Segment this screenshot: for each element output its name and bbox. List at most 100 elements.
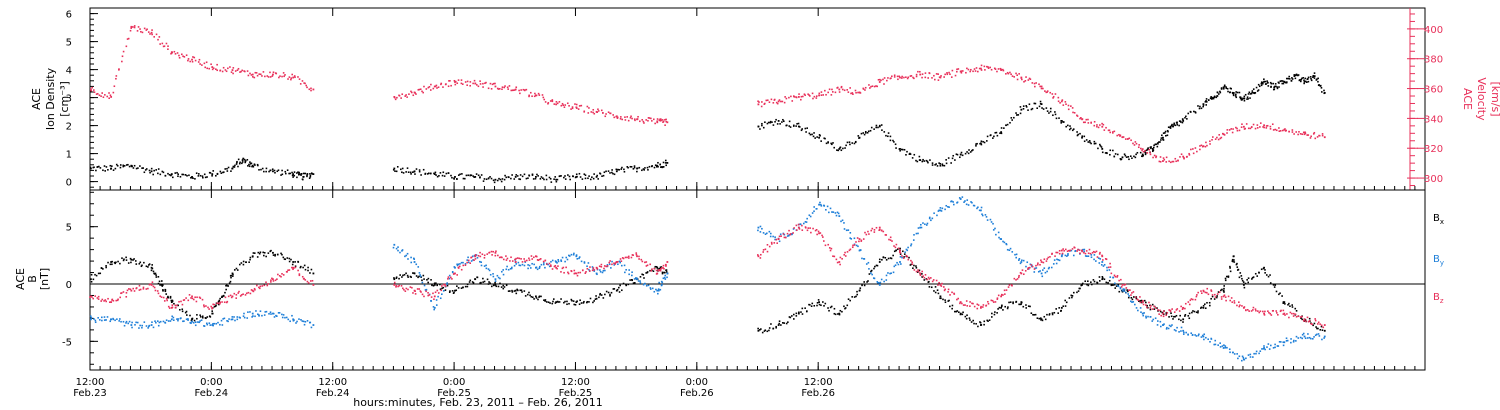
ion-density-point <box>128 165 131 168</box>
bz-point <box>92 297 94 300</box>
bz-point <box>474 255 477 258</box>
bz-point <box>135 287 138 289</box>
velocity-point <box>880 79 882 82</box>
bx-point <box>413 272 416 275</box>
bz-point <box>865 233 868 236</box>
bz-point <box>956 298 958 301</box>
bz-point <box>606 264 609 267</box>
bz-point <box>1033 268 1036 270</box>
ion-density-point <box>596 174 598 177</box>
x-tick-label-time: 12:00 <box>318 377 347 388</box>
ion-density-point <box>881 129 883 131</box>
bz-point <box>1098 253 1101 255</box>
velocity-point <box>267 76 270 78</box>
bz-point <box>969 301 971 303</box>
by-point <box>499 277 501 280</box>
velocity-point <box>757 100 759 103</box>
by-point <box>1018 259 1020 261</box>
bz-point <box>153 286 156 289</box>
velocity-point <box>1297 133 1299 136</box>
ion-density-point <box>1252 88 1255 90</box>
ion-density-point <box>919 159 922 161</box>
bx-point <box>552 298 555 300</box>
bx-point <box>276 253 279 256</box>
by-point <box>1210 338 1213 340</box>
ion-density-point <box>885 134 887 137</box>
velocity-point <box>543 98 546 101</box>
velocity-point <box>1228 129 1231 131</box>
velocity-point <box>620 116 622 118</box>
ion-density-point <box>623 168 625 171</box>
bz-point <box>1275 312 1278 314</box>
ion-density-point <box>1303 79 1305 82</box>
bz-point <box>1231 301 1234 303</box>
ion-density-point <box>1161 134 1163 137</box>
bz-point <box>903 257 905 259</box>
ion-density-point <box>587 177 589 180</box>
bx-point <box>949 305 951 308</box>
ion-density-point <box>301 178 304 181</box>
by-point <box>120 320 122 323</box>
ion-density-point <box>605 170 607 173</box>
velocity-point <box>504 85 506 87</box>
ion-density-point <box>474 176 477 178</box>
velocity-point <box>1162 157 1165 159</box>
ion-density-point <box>1146 149 1148 151</box>
velocity-point <box>282 72 285 74</box>
bx-point <box>1281 295 1283 297</box>
by-point <box>548 265 551 268</box>
bz-point <box>1047 256 1050 259</box>
ion-density-point <box>1181 121 1184 124</box>
bx-point <box>558 301 561 303</box>
bx-point <box>980 324 982 326</box>
velocity-point <box>239 71 241 73</box>
velocity-point <box>279 75 281 77</box>
velocity-point <box>244 70 246 73</box>
bx-point <box>239 263 241 266</box>
bx-point <box>1149 308 1152 311</box>
velocity-point <box>185 54 188 57</box>
bx-point <box>554 302 557 304</box>
bz-point <box>245 292 248 295</box>
ion-density-point <box>873 128 875 130</box>
velocity-point <box>1015 72 1017 75</box>
by-point <box>636 277 638 280</box>
velocity-point <box>405 94 407 96</box>
bz-point <box>298 274 301 277</box>
velocity-point <box>447 85 450 88</box>
ion-density-point <box>1234 95 1237 97</box>
ion-density-point <box>793 124 795 127</box>
by-point <box>653 290 656 293</box>
bx-point <box>1182 321 1184 323</box>
bx-point <box>961 313 964 316</box>
ion-density-point <box>1003 127 1005 129</box>
ion-density-point <box>929 159 931 161</box>
bz-point <box>1175 309 1178 311</box>
velocity-point <box>472 82 474 85</box>
bz-point <box>621 257 624 259</box>
bz-point <box>1131 292 1133 294</box>
ion-density-point <box>1085 139 1088 141</box>
bx-point <box>936 289 939 292</box>
ion-density-point <box>980 143 983 146</box>
ion-density-point <box>237 158 240 161</box>
ion-density-point <box>1083 135 1086 138</box>
bz-point <box>864 231 866 234</box>
bx-point <box>849 299 851 302</box>
bz-point <box>213 303 216 306</box>
bx-point <box>1153 308 1156 310</box>
ion-density-point <box>226 170 229 172</box>
by-point <box>1097 257 1100 259</box>
by-point <box>226 320 228 322</box>
bx-point <box>432 284 435 287</box>
by-point <box>1209 340 1211 343</box>
bx-point <box>1267 275 1270 278</box>
ion-density-point <box>838 148 841 150</box>
bx-point <box>446 284 449 287</box>
by-point <box>985 216 988 218</box>
ion-density-point <box>548 176 551 179</box>
velocity-point <box>840 86 843 89</box>
ion-density-point <box>1129 155 1132 158</box>
by-point <box>205 322 208 325</box>
ion-density-point <box>1313 75 1316 77</box>
